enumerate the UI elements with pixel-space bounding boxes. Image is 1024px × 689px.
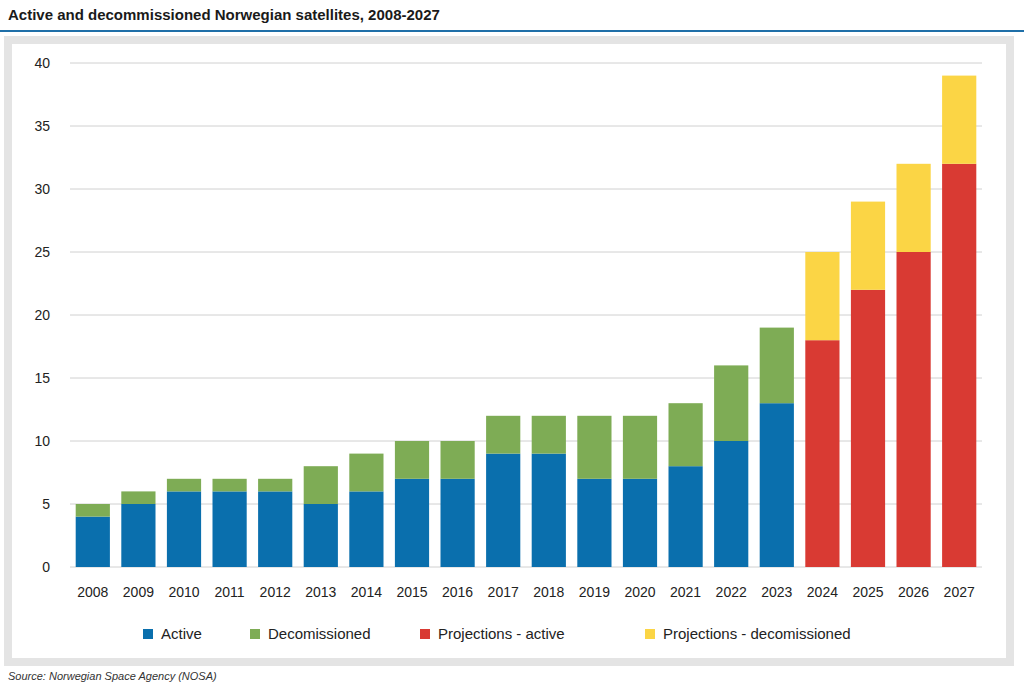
bar-segment [851,290,885,567]
grid-line [70,189,982,190]
title: Active and decommissioned Norwegian sate… [8,6,440,23]
bar-segment [76,504,110,517]
grid-line [70,378,982,379]
bar-segment [167,479,201,492]
bar-segment [532,454,566,567]
bar-segment [395,479,429,567]
bar-segment [760,328,794,404]
bar-segment [441,441,475,479]
x-tick-label: 2020 [624,584,655,600]
bar-segment [349,491,383,567]
bar-segment [441,479,475,567]
y-tick-label: 20 [34,307,50,323]
x-tick-label: 2013 [305,584,336,600]
bar-segment [121,504,155,567]
bar-segment [167,491,201,567]
x-tick-label: 2012 [260,584,291,600]
bar-segment [897,164,931,252]
grid-line [70,504,982,505]
x-tick-label: 2026 [898,584,929,600]
bar-segment [213,479,247,492]
x-tick-label: 2010 [168,584,199,600]
x-tick-label: 2011 [215,584,245,600]
bar-segment [942,76,976,164]
legend-swatch [645,629,655,639]
bar-segment [714,365,748,441]
x-tick-label: 2016 [442,584,473,600]
legend-label: Decomissioned [268,625,371,642]
x-tick-label: 2021 [670,584,701,600]
bar-segment [486,454,520,567]
grid-line [70,315,982,316]
chart: Active and decommissioned Norwegian sate… [0,0,1024,689]
legend-label: Active [161,625,202,642]
bar-segment [532,416,566,454]
legend-label: Projections - active [438,625,565,642]
frame [8,40,1010,662]
bar-segment [304,466,338,504]
grid-line [70,126,982,127]
bar-segment [304,504,338,567]
bar-segment [623,479,657,567]
legend-swatch [143,629,153,639]
y-tick-label: 35 [34,118,50,134]
legend-swatch [420,629,430,639]
legend: Active Decomissioned Projections - active P… [143,625,851,642]
bar-segment [669,403,703,466]
bar-segment [805,252,839,340]
bar-segment [486,416,520,454]
x-tick-label: 2025 [852,584,883,600]
x-tick-label: 2017 [488,584,519,600]
legend-label: Projections - decomissioned [663,625,851,642]
legend-swatch [250,629,260,639]
y-tick-label: 40 [34,55,50,71]
bar-segment [714,441,748,567]
bar-segment [623,416,657,479]
grid-line [70,567,982,568]
x-tick-label: 2014 [351,584,382,600]
source: Source: Norwegian Space Agency (NOSA) [8,670,217,682]
bar-segment [942,164,976,567]
bar-segment [897,252,931,567]
grid-line [70,252,982,253]
x-tick-label: 2018 [533,584,564,600]
y-tick-label: 30 [34,181,50,197]
y-tick-label: 25 [34,244,50,260]
x-tick-label: 2008 [77,584,108,600]
y-tick-label: 0 [42,559,50,575]
x-tick-label: 2019 [579,584,610,600]
y-tick-label: 5 [42,496,50,512]
bar-segment [121,491,155,504]
bar-segment [669,466,703,567]
bar-segment [577,416,611,479]
title-rule [0,30,1024,32]
bar-segment [395,441,429,479]
x-tick-label: 2024 [807,584,838,600]
x-tick-label: 2027 [944,584,975,600]
y-tick-label: 10 [34,433,50,449]
x-tick-label: 2015 [396,584,427,600]
x-tick-label: 2023 [761,584,792,600]
bar-segment [577,479,611,567]
bar-segment [851,202,885,290]
bar-segment [76,517,110,567]
bar-segment [760,403,794,567]
bar-segment [349,454,383,492]
bar-segment [213,491,247,567]
bar-segment [258,491,292,567]
y-tick-label: 15 [34,370,50,386]
bar-segment [805,340,839,567]
bar-segment [258,479,292,492]
grid-line [70,441,982,442]
x-tick-label: 2009 [123,584,154,600]
grid-line [70,63,982,64]
x-tick-label: 2022 [716,584,747,600]
